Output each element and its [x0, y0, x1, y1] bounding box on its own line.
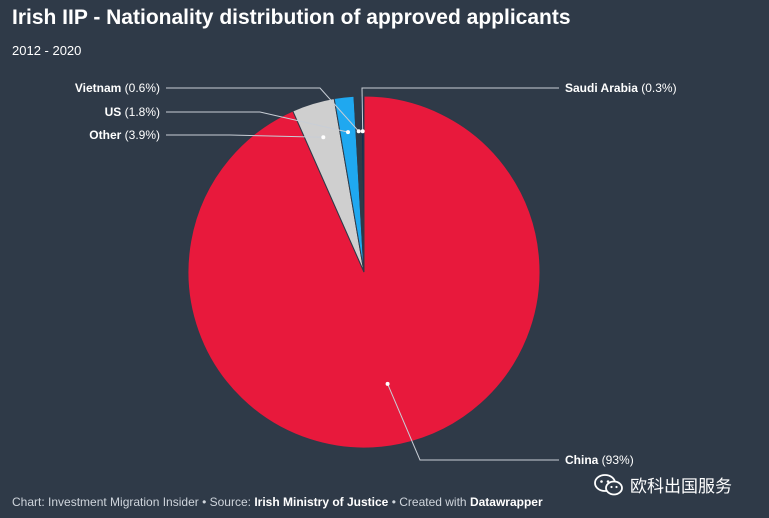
footer-prefix: Chart: Investment Migration Insider • So…	[12, 495, 255, 509]
label-dot-saudi-arabia	[360, 129, 365, 134]
footer-middle: • Created with	[388, 495, 470, 509]
leader-line-china	[387, 383, 559, 461]
watermark-text: 欧科出国服务	[630, 477, 732, 497]
leader-line-vietnam	[166, 87, 360, 132]
data-label-china: China (93%)	[565, 453, 634, 467]
label-dot-vietnam	[356, 129, 361, 134]
footer-source: Irish Ministry of Justice	[254, 495, 389, 509]
label-dot-us	[346, 130, 350, 135]
chart-footer: Chart: Investment Migration Insider • So…	[12, 495, 543, 509]
wechat-icon	[594, 473, 623, 495]
data-label-us: US (1.8%)	[105, 105, 160, 119]
watermark: 欧科出国服务	[594, 472, 732, 497]
data-label-other: Other (3.9%)	[89, 128, 160, 142]
leader-line-saudi-arabia	[361, 87, 559, 132]
chart-subtitle: 2012 - 2020	[12, 43, 82, 58]
label-dot-other	[321, 135, 326, 140]
data-label-vietnam: Vietnam (0.6%)	[75, 81, 160, 95]
footer-tool[interactable]: Datawrapper	[469, 495, 543, 509]
data-label-saudi-arabia: Saudi Arabia (0.3%)	[565, 81, 677, 95]
leader-line-other	[166, 134, 324, 138]
leader-line-us	[166, 111, 349, 133]
label-dot-china	[385, 381, 390, 386]
chart-title: Irish IIP - Nationality distribution of …	[12, 6, 571, 29]
